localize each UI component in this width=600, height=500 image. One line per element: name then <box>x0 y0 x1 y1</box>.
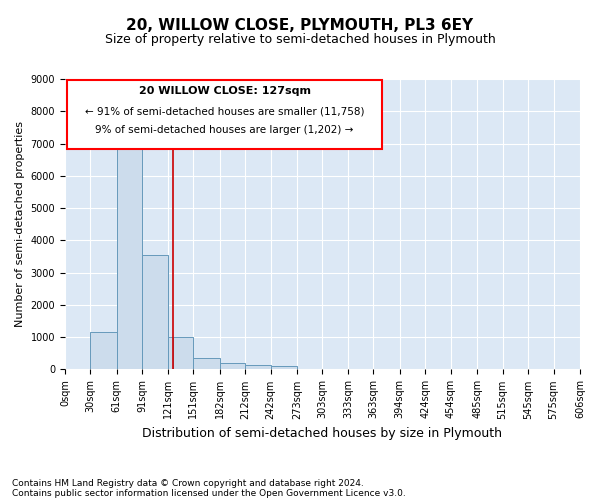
Text: 20 WILLOW CLOSE: 127sqm: 20 WILLOW CLOSE: 127sqm <box>139 86 311 96</box>
Bar <box>117 148 142 370</box>
Bar <box>168 337 173 370</box>
Y-axis label: Number of semi-detached properties: Number of semi-detached properties <box>15 121 25 327</box>
Bar <box>173 337 193 370</box>
Text: Contains public sector information licensed under the Open Government Licence v3: Contains public sector information licen… <box>12 488 406 498</box>
Bar <box>91 332 117 370</box>
X-axis label: Distribution of semi-detached houses by size in Plymouth: Distribution of semi-detached houses by … <box>142 427 502 440</box>
Bar <box>142 255 168 370</box>
Text: ← 91% of semi-detached houses are smaller (11,758): ← 91% of semi-detached houses are smalle… <box>85 106 364 116</box>
Text: Size of property relative to semi-detached houses in Plymouth: Size of property relative to semi-detach… <box>104 32 496 46</box>
Text: 9% of semi-detached houses are larger (1,202) →: 9% of semi-detached houses are larger (1… <box>95 125 354 135</box>
Bar <box>245 365 271 370</box>
Bar <box>220 363 245 370</box>
FancyBboxPatch shape <box>67 80 382 148</box>
Bar <box>271 366 297 370</box>
Bar <box>193 358 220 370</box>
Text: 20, WILLOW CLOSE, PLYMOUTH, PL3 6EY: 20, WILLOW CLOSE, PLYMOUTH, PL3 6EY <box>127 18 473 32</box>
Text: Contains HM Land Registry data © Crown copyright and database right 2024.: Contains HM Land Registry data © Crown c… <box>12 478 364 488</box>
